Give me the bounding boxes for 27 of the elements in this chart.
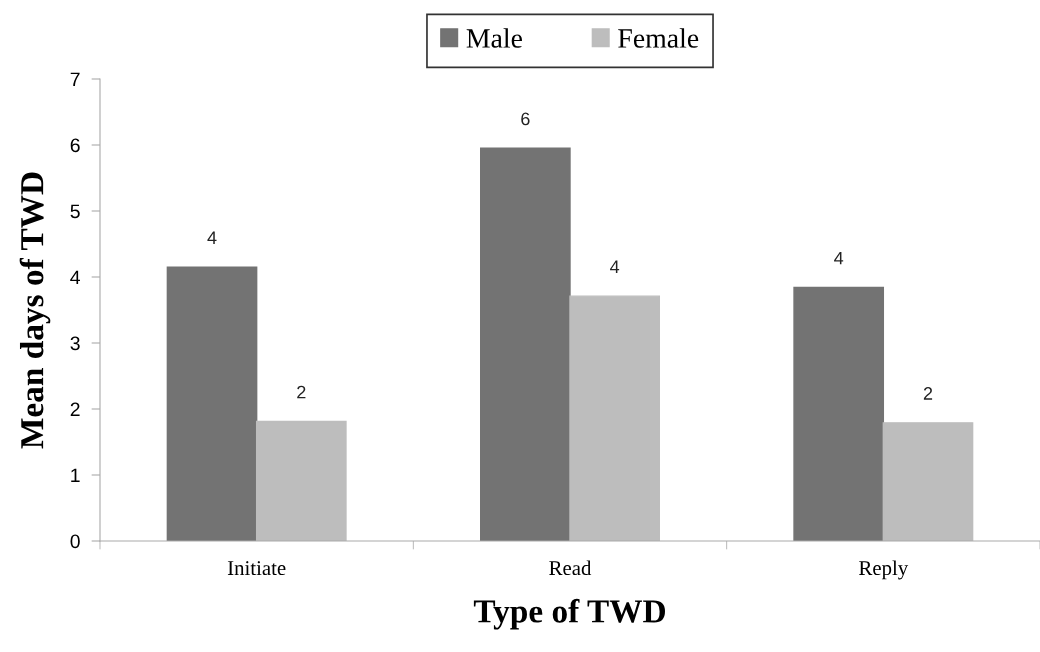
x-axis-title: Type of TWD [473,598,665,630]
y-tick-label: 7 [70,72,80,87]
legend-label: Male [466,28,522,48]
bar [480,147,571,541]
data-label: 2 [297,385,306,399]
bar [882,422,974,541]
y-tick-label: 2 [70,402,80,417]
x-tick-label: Read [549,560,592,576]
bar [569,295,660,541]
x-tick-label: Initiate [227,561,286,576]
y-tick-label: 4 [70,270,80,285]
bar [793,286,885,541]
y-axis-title: Mean days of TWD [19,172,51,449]
legend-label: Female [618,28,699,48]
bar [255,420,347,541]
x-tick-label: Reply [859,560,909,580]
y-tick-label: 0 [70,534,80,549]
data-label: 2 [923,387,933,400]
data-label: 4 [834,251,844,265]
data-label: 6 [521,112,530,126]
y-tick-label: 3 [70,336,80,351]
y-tick-label: 1 [71,468,80,483]
y-tick-label: 5 [70,204,80,219]
bar [166,266,258,541]
data-label: 4 [610,260,620,273]
data-label: 4 [207,231,217,244]
y-tick-label: 6 [70,138,80,153]
